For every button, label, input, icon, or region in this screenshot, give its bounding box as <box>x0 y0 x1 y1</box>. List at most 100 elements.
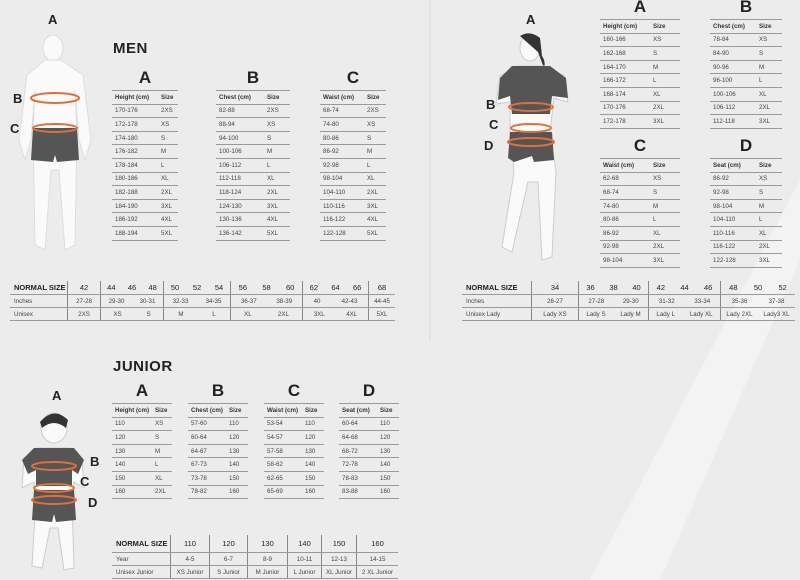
table-row: 78-83 150 <box>339 471 399 486</box>
table-cell: 136-142 <box>216 226 264 241</box>
row-label: Unisex Lady <box>466 310 501 318</box>
table-cell: 5XL <box>158 226 178 241</box>
table-cell: 92-98 <box>710 185 756 200</box>
size-group: XS S <box>100 308 163 320</box>
table-cell: S <box>756 46 782 61</box>
column-header: Chest (cm) <box>710 19 756 34</box>
table-row: 104-110 L <box>710 212 782 227</box>
size-value: 3XL <box>313 310 325 318</box>
size-group: 36 38 40 <box>578 281 648 294</box>
size-value: 34 <box>550 283 560 292</box>
table-cell: 2XL <box>650 240 680 255</box>
table-cell: 172-178 <box>600 114 650 129</box>
size-value: 44 <box>680 283 689 292</box>
table-cell: 62-68 <box>600 172 650 187</box>
table-row: 130-136 4XL <box>216 212 290 227</box>
table-row: 120 S <box>112 430 172 445</box>
table-letter: A <box>138 68 152 87</box>
table-cell: L <box>264 158 290 173</box>
table-row: 110-116 3XL <box>320 199 386 214</box>
table-cell: 110 <box>377 417 399 432</box>
table-cell: XS <box>158 117 178 132</box>
size-value: 31-32 <box>658 297 675 305</box>
table-row: 80-86 S <box>320 131 386 146</box>
column-header: Waist (cm) <box>600 158 650 173</box>
table-row: 122-128 3XL <box>710 253 782 268</box>
junior-size-table-b: Chest (cm) Size 57-60 110 60-64 120 64-67 130 67… <box>188 403 248 500</box>
table-cell: S <box>364 131 386 146</box>
size-value: XL Junior <box>326 568 352 576</box>
table-row: 176-182 M <box>112 144 178 159</box>
table-cell: 168-174 <box>600 87 650 102</box>
size-value: 38 <box>609 283 618 292</box>
table-row: 112-118 XL <box>216 172 290 187</box>
table-row: 86-92 XL <box>600 226 680 241</box>
table-cell: 120 <box>377 430 399 445</box>
table-row: 83-88 160 <box>339 485 399 500</box>
column-header: Seat (cm) <box>710 158 756 173</box>
table-cell: 2XL <box>152 485 172 500</box>
size-group: 40 42-43 <box>302 295 368 307</box>
table-row: 118-124 2XL <box>216 185 290 200</box>
table-row: 140 L <box>112 457 172 472</box>
table-cell: 160 <box>302 485 324 500</box>
table-row: 98-104 3XL <box>600 253 680 268</box>
table-cell: 2XS <box>158 104 178 119</box>
table-cell: L <box>364 158 386 173</box>
size-group: L Junior <box>287 566 321 578</box>
table-cell: 174-180 <box>112 131 158 146</box>
normal-size-row: NORMAL SIZE 110 120 130 140 150 160 <box>112 535 398 553</box>
table-cell: M <box>756 199 782 214</box>
junior-normal-size-table: NORMAL SIZE 110 120 130 140 150 160 Year 4-5 6-7 8… <box>112 535 398 579</box>
table-cell: 110 <box>112 417 153 432</box>
size-group: 2 XL Junior <box>356 566 398 578</box>
size-value: 52 <box>192 283 202 292</box>
size-value: Lady L <box>656 310 675 318</box>
size-group: 150 <box>321 535 356 552</box>
table-cell: 2XL <box>264 185 290 200</box>
table-cell: 160-166 <box>600 33 650 48</box>
size-group: 48 50 52 <box>720 281 795 294</box>
table-cell: 64-67 <box>188 444 226 459</box>
table-cell: 180-186 <box>112 172 158 187</box>
table-row: 100-106 XL <box>710 87 782 102</box>
figure-label-a: A <box>52 388 62 403</box>
size-group: 44 46 48 <box>100 281 163 294</box>
table-row: 92-98 L <box>320 158 386 173</box>
row-label: Unisex Junior <box>116 568 154 576</box>
figure-label-c: C <box>80 474 90 489</box>
table-cell: 184-190 <box>112 199 158 214</box>
size-value: 54 <box>214 283 224 292</box>
figure-label-d: D <box>88 495 98 510</box>
row-label: Year <box>116 555 129 563</box>
size-value: XS <box>113 310 122 318</box>
table-row: 58-62 140 <box>264 457 324 472</box>
size-value: 2XS <box>78 310 90 318</box>
table-cell: XS <box>650 33 680 48</box>
table-cell: 78-83 <box>339 471 377 486</box>
size-value: 58 <box>262 283 271 292</box>
table-cell: 106-112 <box>216 158 264 173</box>
table-cell: 5XL <box>364 226 386 241</box>
table-row: 160 2XL <box>112 485 172 500</box>
size-value: 34-35 <box>205 297 222 305</box>
table-cell: 120 <box>112 430 153 445</box>
table-cell: 120 <box>302 430 324 445</box>
size-group: 32-33 34-35 <box>163 295 230 307</box>
table-row: 82-88 2XS <box>216 104 290 119</box>
table-cell: 92-98 <box>320 158 364 173</box>
table-cell: XL <box>152 471 172 486</box>
table-cell: 104-110 <box>710 212 756 227</box>
table-cell: 86-92 <box>600 226 650 241</box>
table-cell: 80-86 <box>600 212 650 227</box>
table-cell: 65-69 <box>264 485 302 500</box>
table-cell: XS <box>364 117 386 132</box>
table-cell: XL <box>756 226 782 241</box>
table-row: 110 XS <box>112 417 172 432</box>
table-row: 64-67 130 <box>188 444 248 459</box>
table-cell: S <box>158 131 178 146</box>
size-group: 120 <box>209 535 247 552</box>
table-cell: 3XL <box>650 253 680 268</box>
table-header-row: Height (cm) Size <box>112 403 172 418</box>
